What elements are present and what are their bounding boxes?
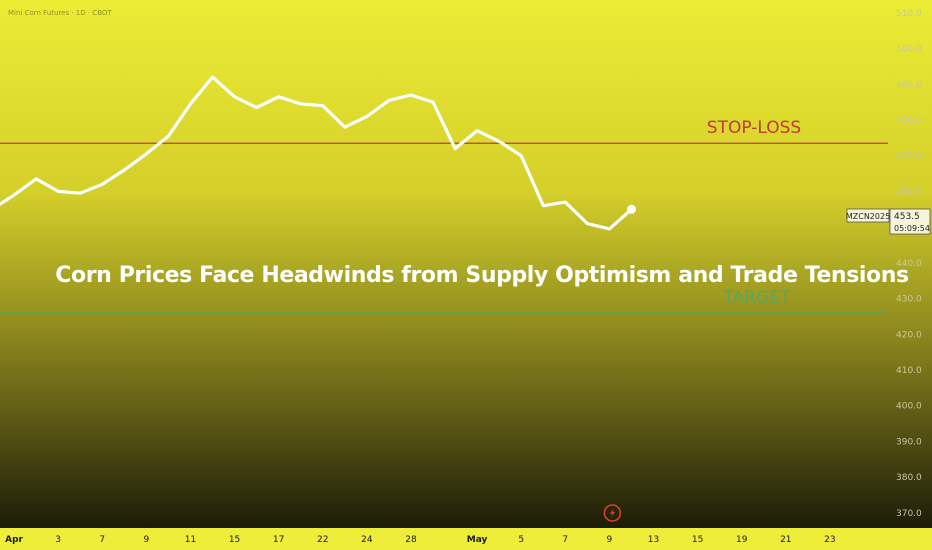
y-tick-label: 470.0 xyxy=(896,152,922,162)
x-tick-label: 13 xyxy=(648,535,659,545)
x-tick-label: 24 xyxy=(361,535,373,545)
y-tick-label: 460.0 xyxy=(896,187,922,197)
badge-countdown: 05:09:54 xyxy=(894,224,930,233)
x-tick-label: 15 xyxy=(229,535,240,545)
x-tick-label: 3 xyxy=(55,535,61,545)
x-tick-label: May xyxy=(467,535,488,545)
x-tick-label: 7 xyxy=(99,535,105,545)
y-tick-label: 410.0 xyxy=(896,366,922,376)
y-tick-label: 490.0 xyxy=(896,80,922,90)
y-tick-label: 380.0 xyxy=(896,473,922,483)
y-tick-label: 430.0 xyxy=(896,295,922,305)
badge-price-box xyxy=(889,208,931,235)
x-tick-label: 9 xyxy=(143,535,149,545)
x-tick-label: 9 xyxy=(607,535,613,545)
x-tick-label: 5 xyxy=(518,535,524,545)
x-tick-label: 22 xyxy=(317,535,328,545)
badge-symbol: MZCN2025 xyxy=(846,212,890,221)
target-label: TARGET xyxy=(723,288,791,308)
y-tick-label: 420.0 xyxy=(896,330,922,340)
price-axis[interactable]: 370.0 380.0 390.0 400.0 410.0 420.0 430.0 440.0… xyxy=(896,9,922,519)
x-tick-label: 23 xyxy=(824,535,835,545)
stop-loss-label: STOP-LOSS xyxy=(707,118,801,138)
lightning-event-icon[interactable] xyxy=(603,504,622,522)
x-tick-label: 19 xyxy=(736,535,748,545)
y-tick-label: 390.0 xyxy=(896,437,922,447)
x-tick-label: 7 xyxy=(562,535,568,545)
symbol-title: Mini Corn Futures · 1D · CBOT xyxy=(8,9,112,17)
x-tick-label: 17 xyxy=(273,535,284,545)
y-tick-label: 400.0 xyxy=(896,402,922,412)
price-badge: MZCN2025 453.5 05:09:54 xyxy=(846,208,931,235)
last-price-dot xyxy=(626,204,636,214)
headline: Corn Prices Face Headwinds from Supply O… xyxy=(55,263,909,288)
badge-price: 453.5 xyxy=(894,212,920,222)
y-tick-label: 370.0 xyxy=(896,509,922,519)
y-tick-label: 480.0 xyxy=(896,116,922,126)
x-tick-label: Apr xyxy=(5,535,23,545)
x-tick-label: 11 xyxy=(185,535,196,545)
price-line xyxy=(0,75,634,231)
y-tick-label: 500.0 xyxy=(896,45,922,55)
badge-symbol-box xyxy=(846,208,890,223)
x-tick-label: 15 xyxy=(692,535,703,545)
y-tick-label: 510.0 xyxy=(896,9,922,19)
y-tick-label: 440.0 xyxy=(896,259,922,269)
x-tick-label: 28 xyxy=(405,535,417,545)
time-axis-bar[interactable] xyxy=(0,528,932,550)
time-axis: Apr 3 7 9 11 15 17 22 24 28 May 5 7 9 13 15 19 21 23 xyxy=(5,535,836,545)
x-tick-label: 21 xyxy=(780,535,791,545)
level-lines: STOP-LOSS TARGET xyxy=(0,118,888,314)
